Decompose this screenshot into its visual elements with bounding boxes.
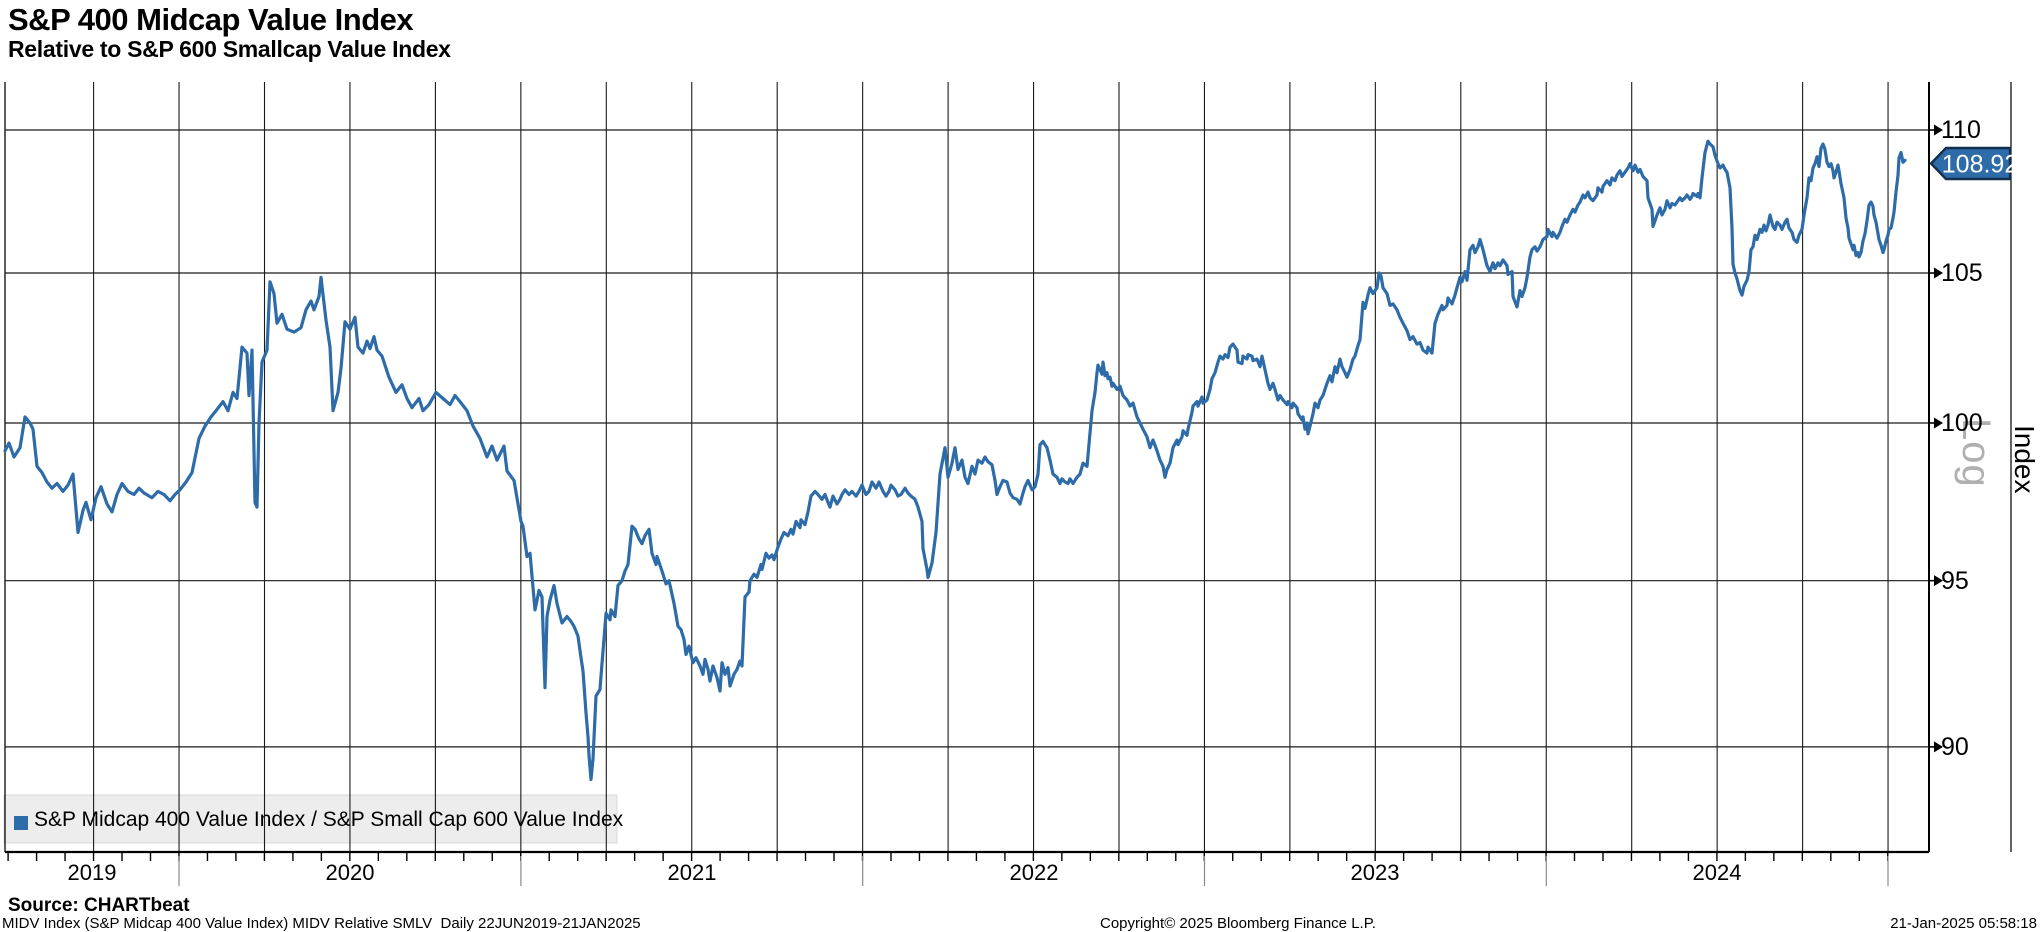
- x-axis-year-label: 2021: [667, 860, 717, 885]
- ytick-arrowhead: [1934, 417, 1943, 429]
- y-axis-tick-label: 95: [1941, 566, 1969, 595]
- last-value-label: 108.92: [1942, 151, 2018, 179]
- footer-copyright: Copyright© 2025 Bloomberg Finance L.P.: [1100, 915, 1376, 932]
- series-line: [3, 139, 1907, 782]
- y-axis-title: Index: [2009, 425, 2040, 494]
- y-axis-tick-label: 110: [1941, 116, 1981, 145]
- ytick-arrowhead: [1934, 124, 1943, 136]
- y-axis-tick-label: 105: [1941, 259, 1983, 288]
- chart-subtitle: Relative to S&P 600 Smallcap Value Index: [8, 36, 451, 62]
- chart-title: S&P 400 Midcap Value Index: [8, 2, 414, 37]
- legend-label: S&P Midcap 400 Value Index / S&P Small C…: [34, 808, 624, 831]
- ytick-arrowhead: [1934, 267, 1943, 279]
- ytick-arrowhead: [1934, 575, 1943, 587]
- x-axis-year-label: 2023: [1350, 860, 1400, 885]
- x-axis-year-label: 2024: [1692, 860, 1742, 885]
- footer-ticker-description: MIDV Index (S&P Midcap 400 Value Index) …: [2, 915, 641, 932]
- ytick-arrowhead: [1934, 741, 1943, 753]
- y-axis-tick-label: 90: [1941, 732, 1969, 761]
- x-axis-year-label: 2019: [67, 860, 117, 885]
- x-axis-year-label: 2022: [1009, 860, 1059, 885]
- source-line: Source: CHARTbeat: [8, 895, 190, 916]
- footer-timestamp: 21-Jan-2025 05:58:18: [1890, 915, 2037, 932]
- legend-box: [3, 794, 618, 844]
- legend-swatch-icon: [14, 816, 28, 830]
- x-axis-year-label: 2020: [325, 860, 375, 885]
- last-value-badge: [1929, 146, 2012, 181]
- y-axis-tick-label: 100: [1941, 409, 1983, 437]
